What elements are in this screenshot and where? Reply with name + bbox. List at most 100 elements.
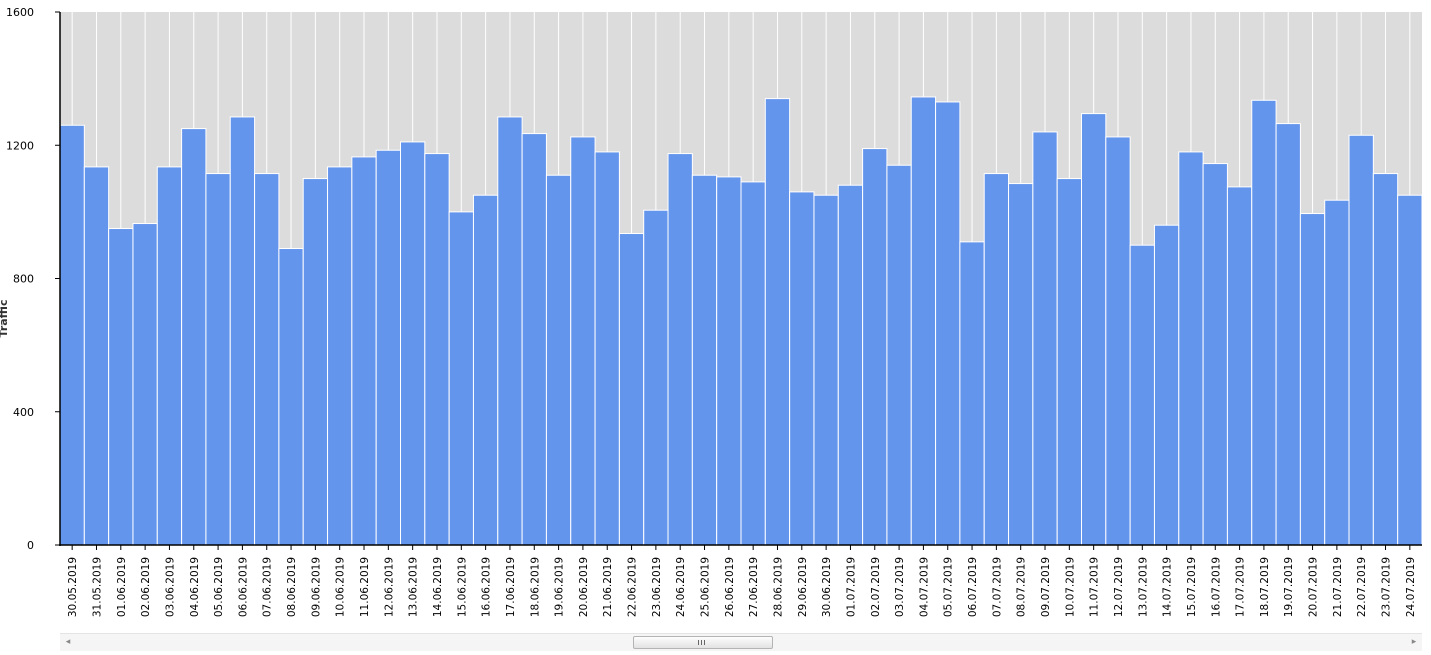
bar-30.06.2019 (813, 194, 839, 546)
bar-13.07.2019 (1129, 244, 1155, 546)
bar-17.06.2019 (497, 116, 523, 546)
x-tick-label: 20.07.2019 (1308, 557, 1320, 617)
x-tick-label: 19.07.2019 (1283, 557, 1295, 617)
scroll-thumb[interactable] (633, 636, 773, 649)
bar-01.07.2019 (837, 184, 864, 546)
x-tick-label: 16.06.2019 (481, 557, 493, 617)
x-tick-label: 30.05.2019 (67, 557, 79, 617)
bar-24.06.2019 (667, 153, 693, 546)
x-tick-label: 13.07.2019 (1137, 557, 1149, 617)
bar-04.06.2019 (181, 128, 207, 546)
x-tick-label: 22.06.2019 (627, 557, 639, 617)
x-tick-label: 20.06.2019 (578, 557, 590, 617)
x-tick-label: 17.06.2019 (505, 557, 517, 617)
bar-28.06.2019 (764, 98, 791, 546)
bar-05.07.2019 (935, 101, 961, 546)
scroll-left-arrow-icon[interactable]: ◂ (65, 637, 71, 647)
x-tick-label: 24.07.2019 (1405, 557, 1417, 617)
bar-07.07.2019 (983, 173, 1010, 546)
x-tick-label: 14.06.2019 (432, 557, 444, 617)
bar-09.07.2019 (1032, 131, 1058, 546)
x-tick-label: 06.07.2019 (967, 557, 979, 617)
x-tick-label: 04.06.2019 (189, 557, 201, 617)
chart-svg: 0 400 800 1200 1600 Traffic 30.05.2019 31.05.20… (0, 6, 1423, 617)
x-tick-label: 26.06.2019 (724, 557, 736, 617)
scroll-right-arrow-icon[interactable]: ▸ (1411, 637, 1417, 647)
bar-26.06.2019 (716, 176, 742, 546)
x-tick-label: 01.07.2019 (845, 557, 857, 617)
bar-19.07.2019 (1275, 123, 1301, 546)
x-tick-label: 29.06.2019 (797, 557, 809, 617)
x-tick-label: 11.07.2019 (1089, 557, 1101, 617)
bar-30.05.2019 (59, 124, 85, 546)
y-tick-label: 0 (27, 539, 34, 552)
y-tick-label: 400 (13, 406, 34, 419)
bar-06.07.2019 (959, 241, 985, 546)
x-tick-label: 07.07.2019 (991, 557, 1003, 617)
bar-22.07.2019 (1348, 134, 1374, 546)
x-tick-label: 07.06.2019 (262, 557, 274, 617)
x-tick-label: 27.06.2019 (748, 557, 760, 617)
bar-22.06.2019 (618, 233, 645, 546)
x-tick-label: 03.07.2019 (894, 557, 906, 617)
x-tick-label: 10.07.2019 (1064, 557, 1076, 617)
bar-03.07.2019 (886, 164, 912, 546)
grip-icon (698, 640, 706, 645)
x-tick-label: 30.06.2019 (821, 557, 833, 617)
x-tick-label: 08.06.2019 (286, 557, 298, 617)
x-tick-label: 31.05.2019 (91, 557, 103, 617)
x-tick-label: 23.06.2019 (651, 557, 663, 617)
bar-27.06.2019 (740, 181, 766, 546)
x-tick-label: 05.06.2019 (213, 557, 225, 617)
bar-23.06.2019 (643, 209, 669, 546)
x-tick-label: 18.06.2019 (529, 557, 541, 617)
bar-17.07.2019 (1226, 186, 1253, 546)
bar-07.06.2019 (254, 173, 280, 546)
bar-19.06.2019 (545, 174, 572, 546)
x-tick-label: 10.06.2019 (335, 557, 347, 617)
bar-02.07.2019 (862, 148, 888, 546)
bar-21.07.2019 (1324, 199, 1350, 546)
bar-18.07.2019 (1251, 99, 1277, 546)
x-tick-label: 02.06.2019 (140, 557, 152, 617)
horizontal-scrollbar[interactable]: ◂ ▸ (60, 633, 1422, 651)
bar-15.06.2019 (448, 211, 474, 546)
y-axis-label: Traffic (0, 300, 10, 338)
bar-14.07.2019 (1153, 224, 1180, 546)
x-tick-label: 04.07.2019 (918, 557, 930, 617)
x-tick-label: 17.07.2019 (1235, 557, 1247, 617)
bar-13.06.2019 (400, 141, 426, 546)
bar-11.07.2019 (1081, 113, 1107, 546)
bar-16.06.2019 (472, 194, 499, 546)
bar-25.06.2019 (691, 174, 718, 546)
bar-05.06.2019 (205, 173, 231, 546)
x-tick-label: 12.07.2019 (1113, 557, 1125, 617)
x-tick-label: 12.06.2019 (383, 557, 395, 617)
bar-20.06.2019 (570, 136, 596, 546)
bar-04.07.2019 (910, 96, 937, 546)
bar-09.06.2019 (302, 178, 329, 546)
bar-08.06.2019 (278, 248, 304, 546)
x-tick-label: 08.07.2019 (1016, 557, 1028, 617)
bar-15.07.2019 (1178, 151, 1204, 546)
bar-12.06.2019 (375, 149, 401, 546)
bar-31.05.2019 (83, 166, 110, 546)
x-tick-label: 11.06.2019 (359, 557, 371, 617)
bar-24.07.2019 (1397, 194, 1423, 546)
bar-11.06.2019 (351, 156, 377, 546)
x-tick-label: 05.07.2019 (943, 557, 955, 617)
x-tick-label: 22.07.2019 (1356, 557, 1368, 617)
x-tick-label: 14.07.2019 (1162, 557, 1174, 617)
x-tick-label: 15.06.2019 (456, 557, 468, 617)
bar-16.07.2019 (1202, 163, 1228, 546)
x-tick-label: 09.07.2019 (1040, 557, 1052, 617)
x-tick-label: 13.06.2019 (408, 557, 420, 617)
x-tick-label: 21.06.2019 (602, 557, 614, 617)
x-tick-label: 19.06.2019 (554, 557, 566, 617)
bar-02.06.2019 (132, 223, 158, 546)
bar-10.06.2019 (327, 166, 353, 546)
bar-23.07.2019 (1372, 173, 1399, 546)
x-tick-label: 28.06.2019 (772, 557, 784, 617)
x-tick-label: 15.07.2019 (1186, 557, 1198, 617)
